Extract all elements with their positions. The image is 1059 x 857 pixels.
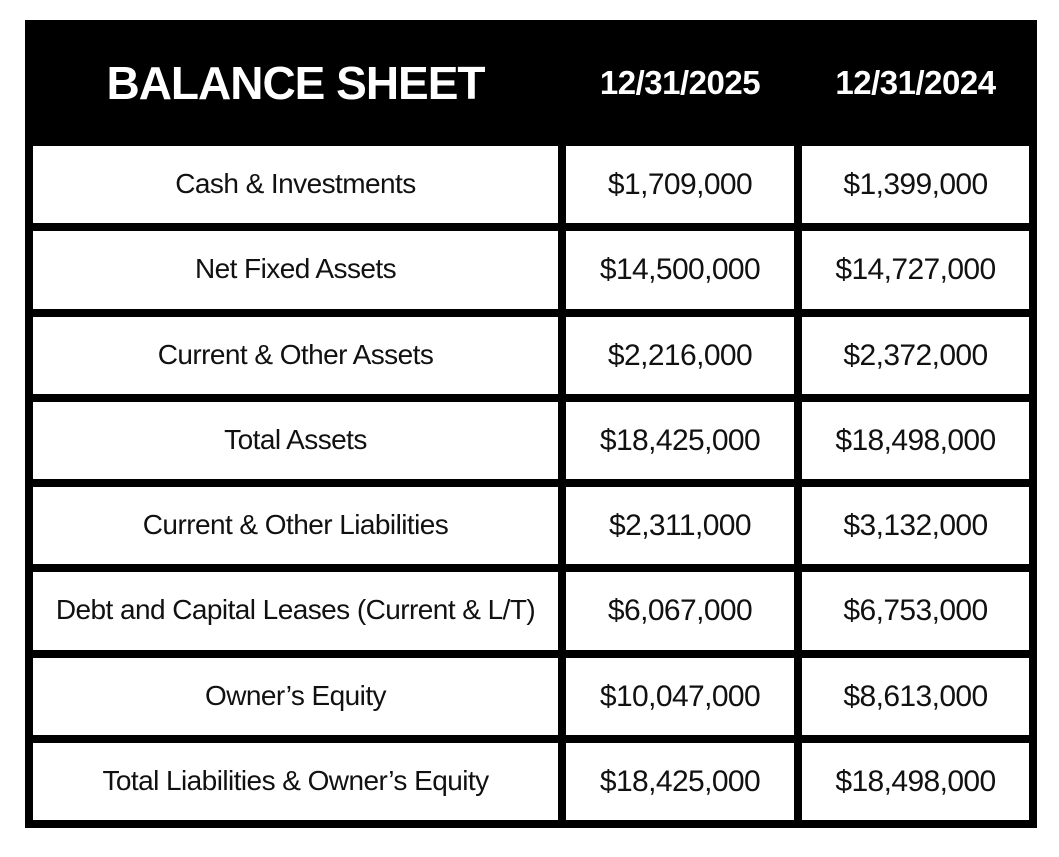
value-2025-debt-capital-leases: $6,067,000 [566, 572, 794, 650]
value-2024-debt-capital-leases: $6,753,000 [802, 572, 1029, 650]
value-2025-current-other-assets: $2,216,000 [566, 316, 794, 394]
value-2024-total-liabilities-equity: $18,498,000 [802, 742, 1029, 820]
row-label-current-other-assets: Current & Other Assets [33, 316, 558, 394]
row-label-net-fixed-assets: Net Fixed Assets [33, 231, 558, 309]
row-label-debt-capital-leases: Debt and Capital Leases (Current & L/T) [33, 572, 558, 650]
balance-sheet-table: BALANCE SHEET 12/31/2025 12/31/2024 Cash… [25, 20, 1037, 828]
row-label-current-other-liabilities: Current & Other Liabilities [33, 487, 558, 565]
value-2024-total-assets: $18,498,000 [802, 401, 1029, 479]
value-2025-cash-investments: $1,709,000 [566, 146, 794, 224]
value-2024-net-fixed-assets: $14,727,000 [802, 231, 1029, 309]
column-header-2025: 12/31/2025 [566, 28, 794, 138]
value-2024-current-other-assets: $2,372,000 [802, 316, 1029, 394]
value-2025-net-fixed-assets: $14,500,000 [566, 231, 794, 309]
value-2024-cash-investments: $1,399,000 [802, 146, 1029, 224]
row-label-cash-investments: Cash & Investments [33, 146, 558, 224]
value-2025-total-liabilities-equity: $18,425,000 [566, 742, 794, 820]
row-label-total-assets: Total Assets [33, 401, 558, 479]
value-2025-current-other-liabilities: $2,311,000 [566, 487, 794, 565]
value-2024-current-other-liabilities: $3,132,000 [802, 487, 1029, 565]
value-2025-owners-equity: $10,047,000 [566, 657, 794, 735]
value-2025-total-assets: $18,425,000 [566, 401, 794, 479]
value-2024-owners-equity: $8,613,000 [802, 657, 1029, 735]
column-header-2024: 12/31/2024 [802, 28, 1029, 138]
table-title: BALANCE SHEET [33, 28, 558, 138]
row-label-total-liabilities-equity: Total Liabilities & Owner’s Equity [33, 742, 558, 820]
row-label-owners-equity: Owner’s Equity [33, 657, 558, 735]
